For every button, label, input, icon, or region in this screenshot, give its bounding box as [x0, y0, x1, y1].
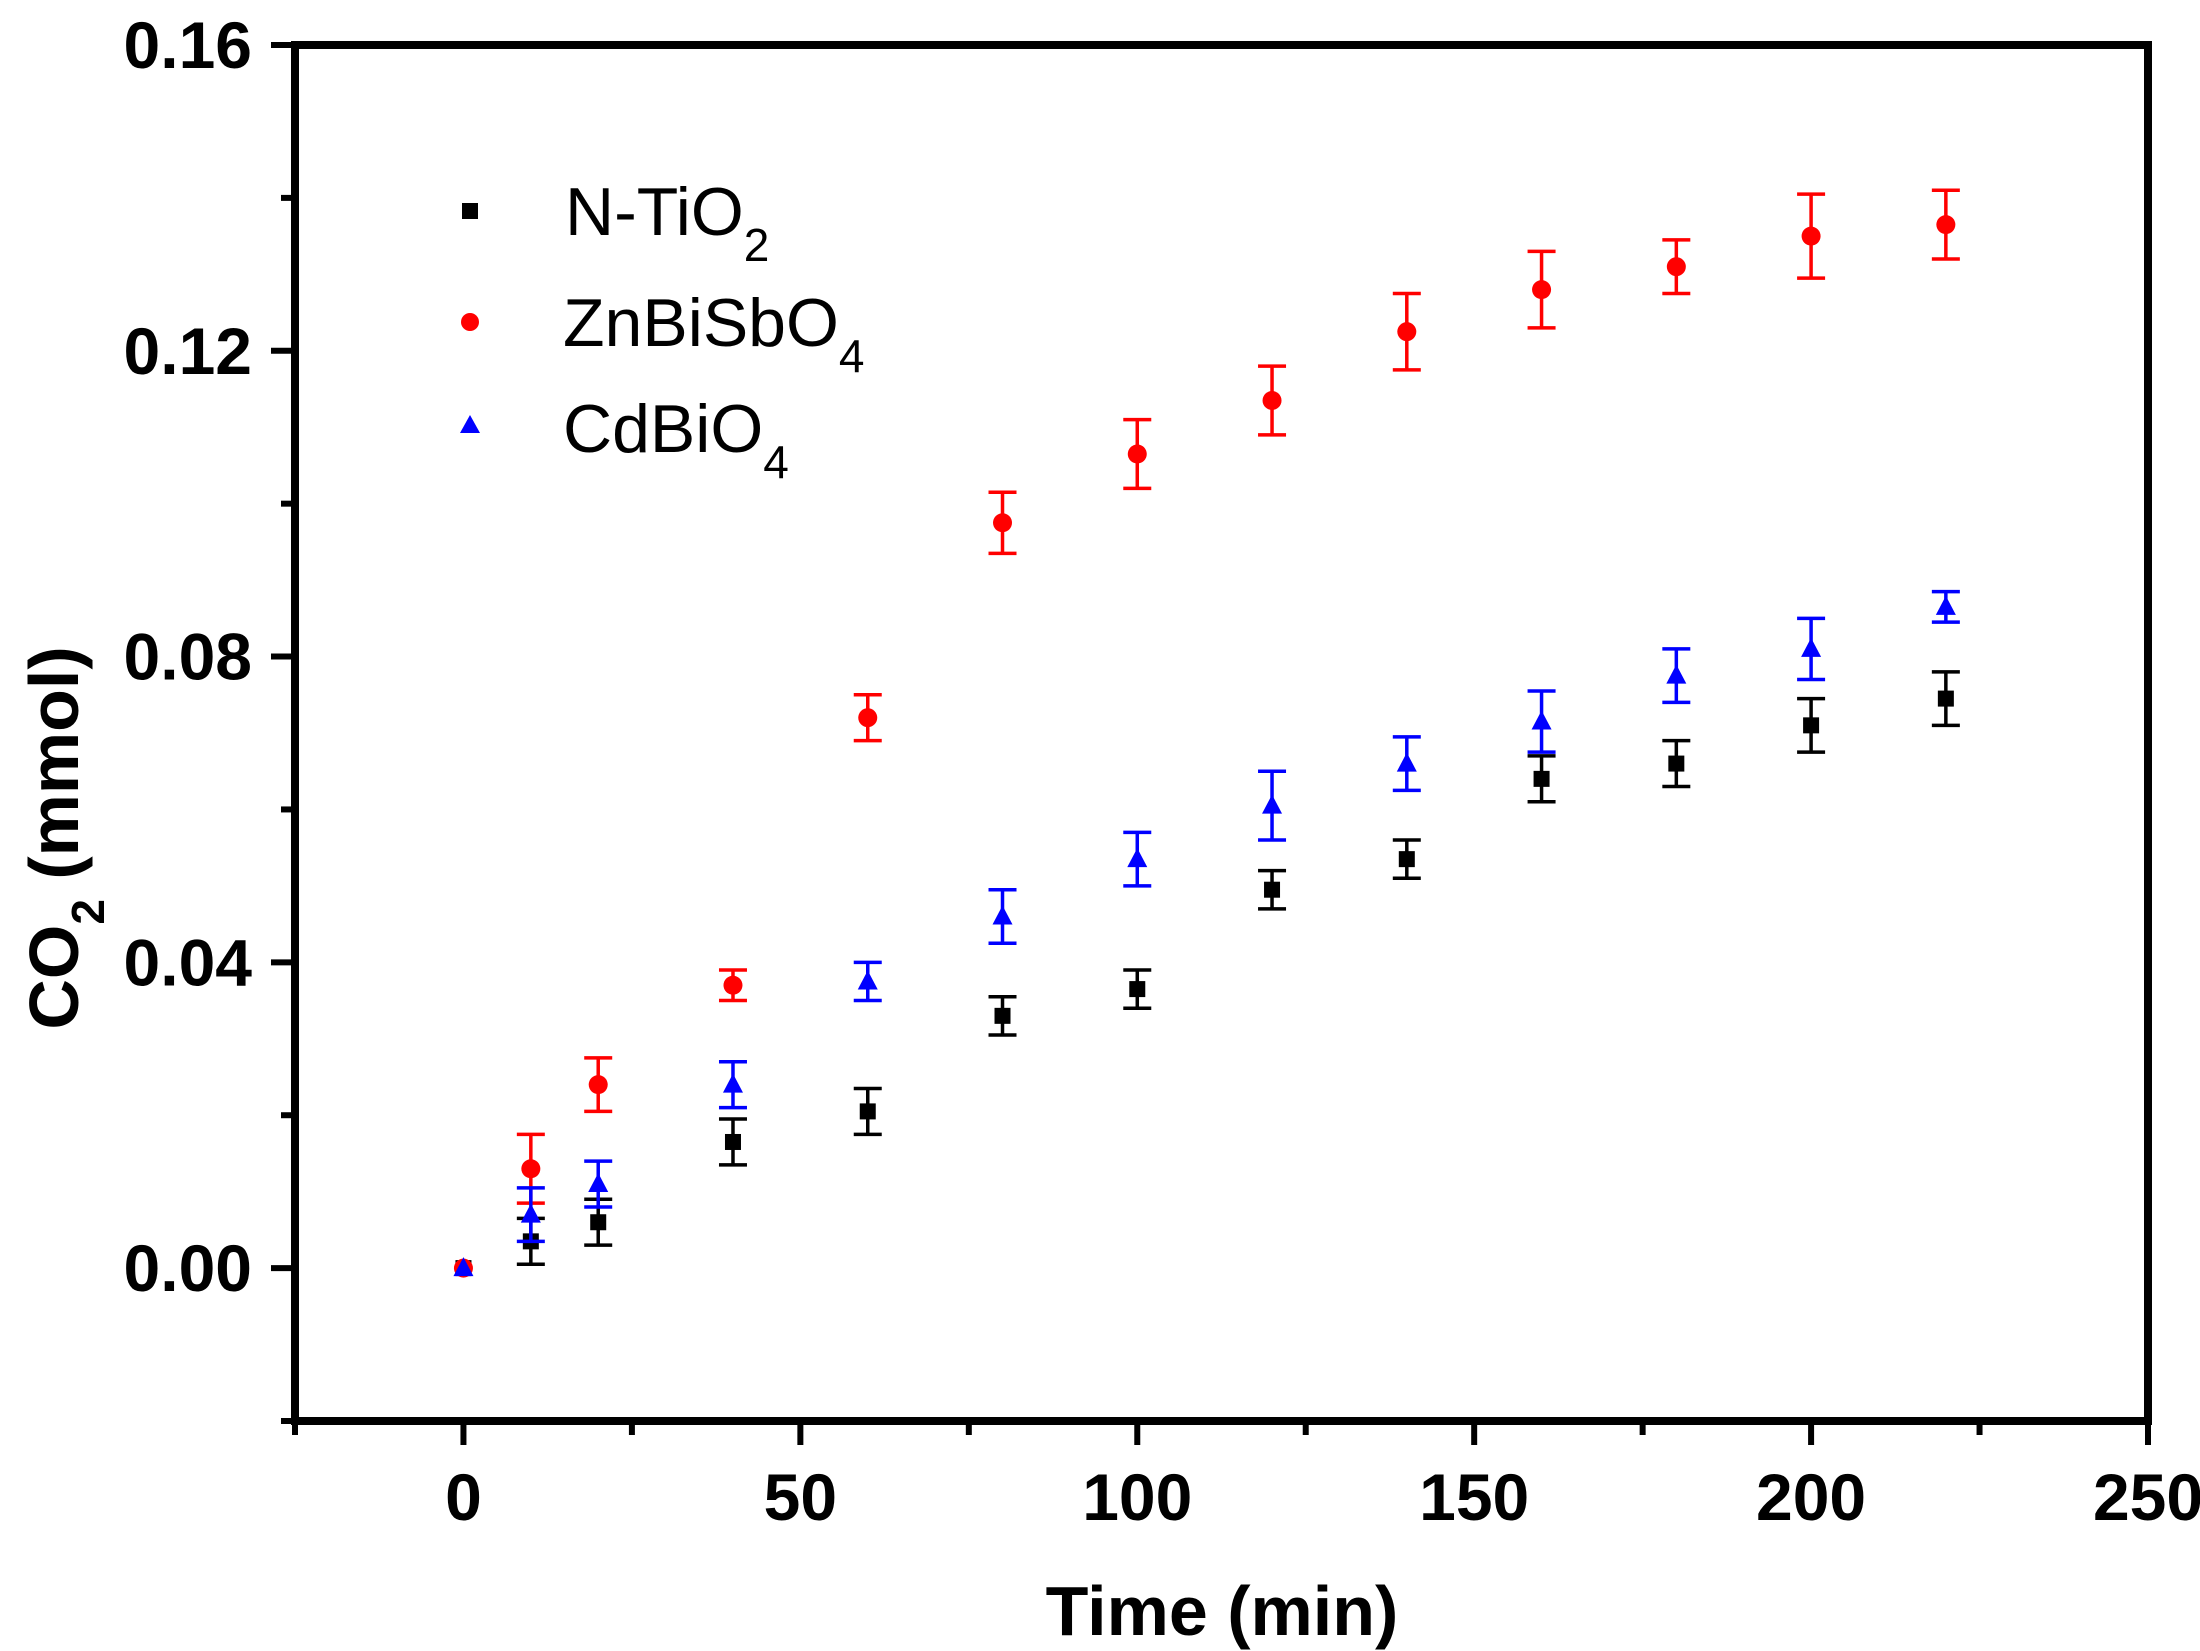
legend-label-cdbio4: CdBiO4 — [563, 391, 789, 488]
data-point — [1262, 794, 1283, 814]
legend-label-n-tio2: N-TiO2 — [565, 174, 769, 271]
data-point — [992, 905, 1013, 925]
legend-item-cdbio4: CdBiO4 — [460, 391, 789, 488]
data-point — [1801, 637, 1822, 657]
data-point — [723, 975, 743, 995]
plot-frame — [291, 41, 2152, 1425]
data-point — [1666, 664, 1687, 684]
legend-marker-znbisbo4 — [461, 313, 479, 331]
x-axis-title: Time (min) — [1046, 1572, 1399, 1650]
data-point — [1127, 848, 1148, 868]
data-point — [993, 513, 1013, 533]
y-axis-title: CO2 (mmol) — [15, 646, 114, 1029]
data-point — [722, 1073, 743, 1093]
data-point — [1666, 257, 1686, 277]
series-znbisbo4 — [453, 188, 1960, 1278]
data-point — [724, 1133, 741, 1150]
data-point — [588, 1173, 609, 1193]
data-point — [858, 708, 878, 728]
data-point — [857, 970, 878, 990]
tick-marks — [271, 42, 2151, 1445]
series-n-tio2 — [455, 670, 1960, 1277]
data-point — [1397, 322, 1417, 342]
data-point — [1801, 226, 1821, 246]
y-tick-label: 0.04 — [124, 925, 253, 999]
y-tick-label: 0.00 — [124, 1231, 252, 1305]
x-tick-label: 200 — [1756, 1460, 1866, 1534]
legend-marker-cdbio4 — [460, 415, 480, 433]
data-point — [1936, 215, 1956, 235]
y-axis-title-unit: (mmol) — [15, 646, 93, 899]
data-point — [521, 1159, 541, 1179]
y-tick-label: 0.08 — [124, 620, 252, 694]
data-point — [1264, 881, 1281, 898]
data-point — [1262, 390, 1282, 410]
y-tick-label: 0.12 — [124, 314, 252, 388]
data-point — [1398, 851, 1415, 868]
y-tick-label: 0.16 — [124, 8, 252, 82]
data-point — [520, 1203, 541, 1223]
data-series — [453, 188, 1960, 1278]
data-point — [1129, 981, 1146, 998]
data-point — [1935, 595, 1956, 615]
y-axis-title-subscript: 2 — [62, 899, 114, 925]
legend-label-znbisbo4: ZnBiSbO4 — [563, 285, 864, 382]
legend-marker-n-tio2 — [462, 203, 478, 219]
data-point — [1531, 710, 1552, 730]
y-axis-title-main: CO — [15, 925, 93, 1030]
tick-labels: 0 50 100 150 200 250 0.00 0.04 0.08 0.12 0.16 — [124, 8, 2200, 1534]
legend-item-znbisbo4: ZnBiSbO4 — [461, 285, 864, 382]
data-point — [590, 1214, 607, 1231]
data-point — [1396, 752, 1417, 772]
data-point — [453, 1257, 474, 1277]
data-point — [859, 1103, 876, 1120]
x-tick-label: 250 — [2093, 1460, 2200, 1534]
series-cdbio4 — [453, 589, 1960, 1277]
x-tick-label: 50 — [764, 1460, 837, 1534]
x-tick-label: 0 — [445, 1460, 482, 1534]
data-point — [1937, 690, 1954, 707]
data-point — [1668, 755, 1685, 772]
x-tick-label: 150 — [1419, 1460, 1529, 1534]
data-point — [1532, 280, 1552, 300]
data-point — [1127, 444, 1147, 464]
legend-item-n-tio2: N-TiO2 — [462, 174, 769, 271]
data-point — [588, 1075, 608, 1095]
x-tick-label: 100 — [1082, 1460, 1192, 1534]
data-point — [994, 1007, 1011, 1024]
axes — [291, 41, 2152, 1425]
legend: N-TiO2 ZnBiSbO4 CdBiO4 — [460, 174, 864, 488]
data-point — [1533, 770, 1550, 787]
data-point — [1803, 717, 1820, 734]
